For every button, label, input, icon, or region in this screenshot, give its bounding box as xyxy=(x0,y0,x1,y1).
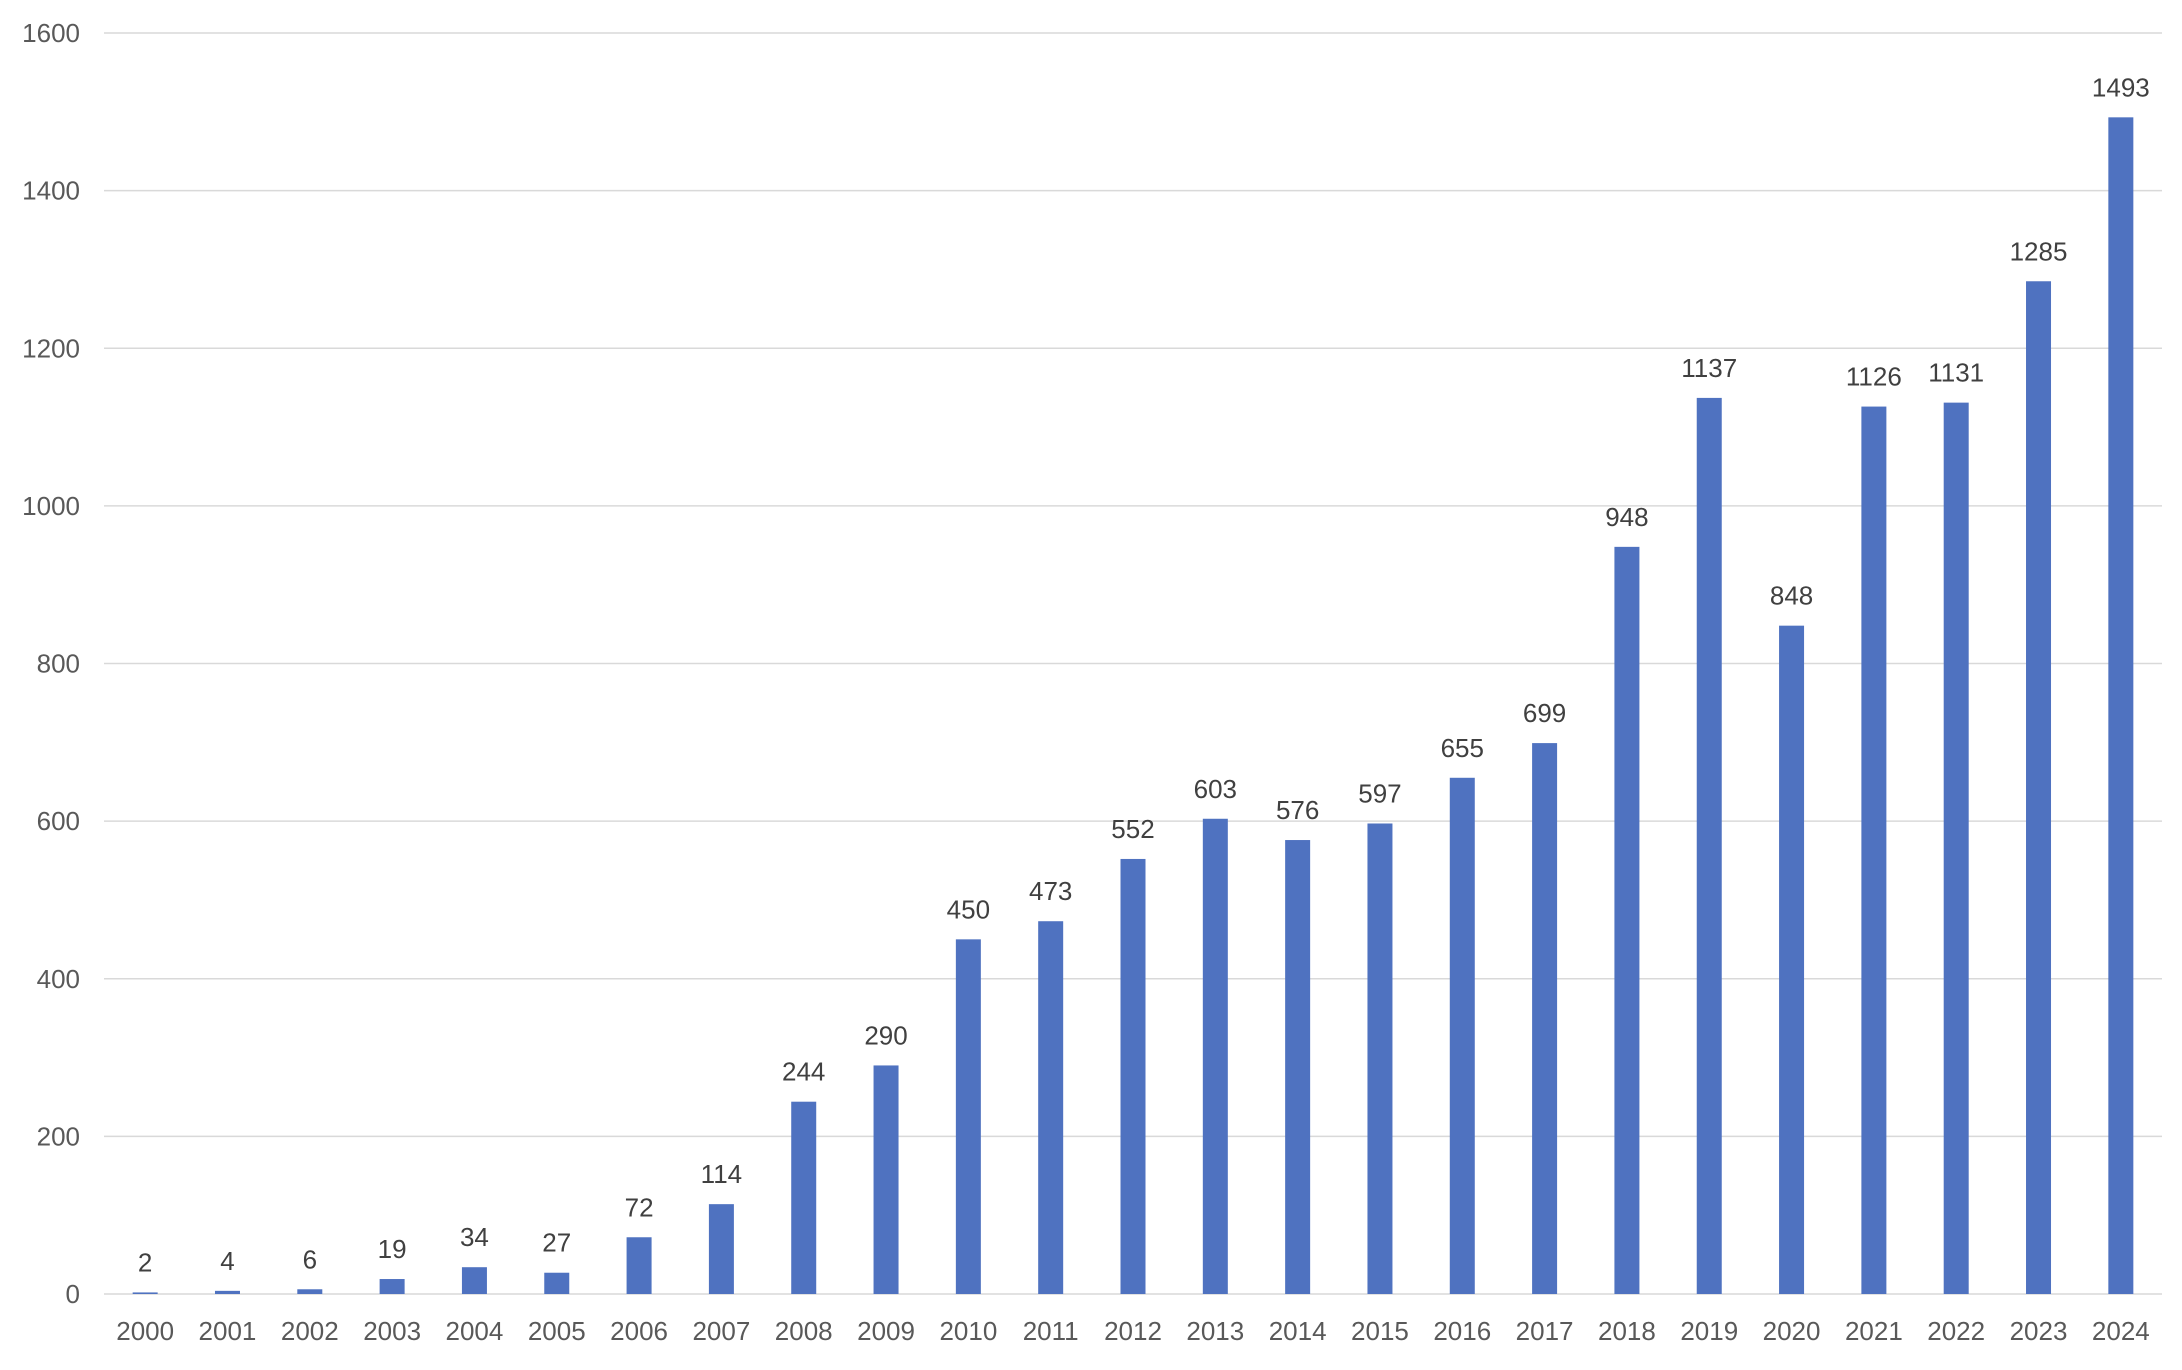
bars xyxy=(132,117,2134,1295)
data-label: 450 xyxy=(947,894,990,924)
data-label: 4 xyxy=(220,1246,234,1276)
bar xyxy=(1120,858,1146,1294)
bar xyxy=(132,1292,158,1294)
bar xyxy=(297,1289,323,1294)
y-tick-label: 600 xyxy=(37,806,80,836)
bar xyxy=(708,1204,734,1294)
data-label: 699 xyxy=(1523,698,1566,728)
bar xyxy=(1202,818,1228,1294)
y-tick-label: 400 xyxy=(37,964,80,994)
bar xyxy=(379,1279,405,1294)
x-tick-label: 2002 xyxy=(281,1316,339,1346)
x-tick-label: 2016 xyxy=(1433,1316,1491,1346)
data-label: 848 xyxy=(1770,581,1813,611)
data-label: 603 xyxy=(1194,774,1237,804)
data-labels: 2 4 6 19 34 27 72 114 244 290 450 473 552 603 576 597 65… xyxy=(138,72,2150,1277)
x-tick-label: 2023 xyxy=(2010,1316,2068,1346)
data-label: 114 xyxy=(701,1159,742,1189)
data-label: 244 xyxy=(782,1057,825,1087)
bar xyxy=(544,1272,570,1294)
x-tick-label: 2024 xyxy=(2092,1316,2150,1346)
y-tick-label: 200 xyxy=(37,1121,80,1151)
bar xyxy=(791,1101,817,1294)
x-tick-label: 2013 xyxy=(1186,1316,1244,1346)
x-tick-label: 2012 xyxy=(1104,1316,1162,1346)
y-tick-label: 0 xyxy=(66,1279,80,1309)
data-label: 72 xyxy=(625,1192,654,1222)
bar xyxy=(1449,777,1475,1294)
x-tick-label: 2022 xyxy=(1927,1316,1985,1346)
x-tick-label: 2017 xyxy=(1516,1316,1574,1346)
x-tick-label: 2001 xyxy=(199,1316,257,1346)
data-label: 473 xyxy=(1029,876,1072,906)
bar xyxy=(1532,743,1558,1294)
data-label: 27 xyxy=(542,1228,571,1258)
bar xyxy=(955,939,981,1294)
x-tick-label: 2019 xyxy=(1680,1316,1738,1346)
bar xyxy=(1943,402,1969,1294)
bar xyxy=(1285,840,1311,1294)
data-label: 34 xyxy=(460,1222,489,1252)
x-tick-label: 2018 xyxy=(1598,1316,1656,1346)
data-label: 655 xyxy=(1441,733,1484,763)
data-label: 552 xyxy=(1111,814,1154,844)
data-label: 19 xyxy=(378,1234,407,1264)
x-tick-label: 2000 xyxy=(116,1316,174,1346)
bar xyxy=(461,1267,487,1294)
y-tick-label: 800 xyxy=(37,649,80,679)
bar xyxy=(1861,406,1887,1294)
y-tick-label: 1000 xyxy=(22,491,80,521)
data-label: 1126 xyxy=(1846,362,1902,392)
bar xyxy=(873,1065,899,1294)
x-tick-label: 2006 xyxy=(610,1316,668,1346)
x-axis: 2000 2001 2002 2003 2004 2005 2006 2007 2008 2009… xyxy=(116,1316,2150,1346)
bar xyxy=(2108,117,2134,1295)
bar xyxy=(1779,625,1805,1294)
bar xyxy=(2026,281,2052,1294)
y-tick-label: 1400 xyxy=(22,176,80,206)
data-label: 6 xyxy=(303,1244,317,1274)
data-label: 597 xyxy=(1358,778,1401,808)
y-tick-label: 1200 xyxy=(22,333,80,363)
data-label: 1137 xyxy=(1681,353,1737,383)
data-label: 948 xyxy=(1605,502,1648,532)
x-tick-label: 2021 xyxy=(1845,1316,1903,1346)
x-tick-label: 2010 xyxy=(939,1316,997,1346)
gridlines xyxy=(104,32,2162,1295)
data-label: 576 xyxy=(1276,795,1319,825)
bar xyxy=(1614,546,1640,1294)
bar xyxy=(214,1290,240,1294)
y-tick-label: 1600 xyxy=(22,18,80,48)
x-tick-label: 2009 xyxy=(857,1316,915,1346)
bar xyxy=(626,1237,652,1294)
bar xyxy=(1696,397,1722,1295)
data-label: 1493 xyxy=(2092,72,2150,102)
x-tick-label: 2015 xyxy=(1351,1316,1409,1346)
bar xyxy=(1367,823,1393,1294)
x-tick-label: 2004 xyxy=(446,1316,504,1346)
x-tick-label: 2011 xyxy=(1023,1316,1079,1346)
data-label: 290 xyxy=(864,1020,907,1050)
x-tick-label: 2005 xyxy=(528,1316,586,1346)
data-label: 2 xyxy=(138,1247,152,1277)
data-label: 1131 xyxy=(1928,358,1984,388)
y-axis: 0 200 400 600 800 1000 1200 1400 1600 xyxy=(22,18,80,1309)
x-tick-label: 2014 xyxy=(1269,1316,1327,1346)
x-tick-label: 2003 xyxy=(363,1316,421,1346)
data-label: 1285 xyxy=(2010,236,2068,266)
bar xyxy=(1038,921,1064,1294)
x-tick-label: 2008 xyxy=(775,1316,833,1346)
x-tick-label: 2020 xyxy=(1763,1316,1821,1346)
x-tick-label: 2007 xyxy=(692,1316,750,1346)
